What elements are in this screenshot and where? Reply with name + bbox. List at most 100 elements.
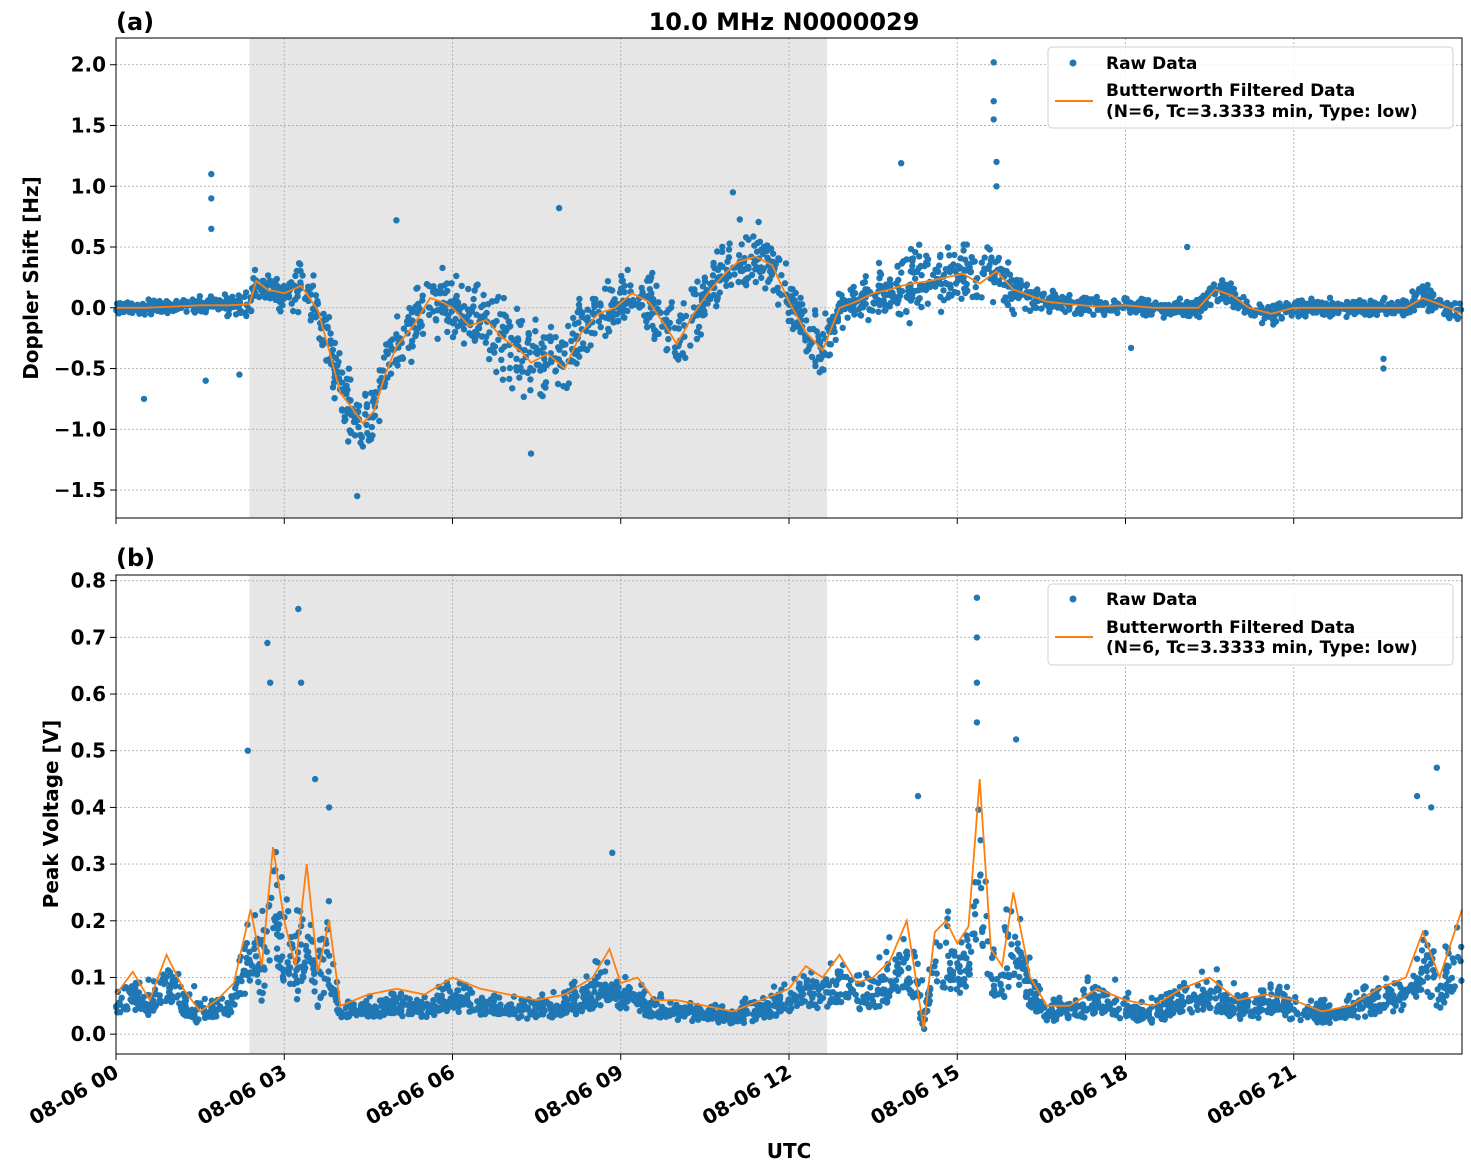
- raw-data-point: [131, 998, 138, 1005]
- raw-data-point: [827, 341, 835, 348]
- raw-data-point: [596, 300, 603, 308]
- raw-data-point: [1188, 1009, 1196, 1016]
- raw-data-point: [432, 316, 439, 323]
- raw-data-point: [1060, 1005, 1067, 1013]
- raw-data-point: [1000, 992, 1008, 1000]
- raw-data-point: [903, 949, 910, 956]
- raw-data-point: [309, 305, 317, 313]
- raw-data-point: [677, 312, 684, 319]
- raw-data-point: [1279, 1006, 1286, 1013]
- raw-data-point: [376, 1010, 383, 1017]
- raw-data-point: [947, 976, 954, 984]
- raw-data-point: [934, 268, 942, 275]
- raw-data-point: [253, 968, 261, 975]
- raw-data-point: [618, 991, 626, 998]
- raw-data-point: [1080, 987, 1087, 994]
- raw-data-point: [893, 280, 900, 287]
- raw-data-point: [581, 998, 589, 1005]
- raw-data-point: [1442, 943, 1449, 950]
- raw-data-point: [946, 959, 954, 967]
- raw-data-point: [862, 998, 869, 1006]
- raw-data-point: [563, 1009, 570, 1016]
- raw-data-point: [849, 291, 857, 298]
- raw-data-point: [964, 260, 971, 267]
- raw-data-point: [1300, 308, 1307, 315]
- raw-data-point: [643, 324, 651, 331]
- raw-data-point: [487, 1007, 495, 1015]
- raw-data-point: [418, 1013, 425, 1020]
- raw-data-point: [299, 973, 306, 980]
- raw-data-point: [556, 346, 563, 353]
- raw-data-point: [845, 994, 852, 1001]
- raw-data-point: [1140, 311, 1147, 318]
- raw-data-point: [736, 252, 743, 259]
- raw-data-point: [801, 998, 809, 1005]
- raw-data-point: [1185, 998, 1192, 1005]
- raw-data-point: [1092, 300, 1099, 307]
- raw-data-point: [410, 1007, 417, 1014]
- raw-data-point: [1433, 1002, 1440, 1009]
- raw-data-point: [466, 986, 473, 993]
- raw-data-point: [117, 1009, 124, 1016]
- raw-data-point: [978, 294, 985, 301]
- raw-data-point: [1413, 792, 1421, 800]
- raw-data-point: [229, 1000, 236, 1007]
- raw-data-point: [1321, 996, 1328, 1003]
- raw-data-point: [1295, 303, 1303, 311]
- raw-data-point: [288, 300, 295, 307]
- legend-filtered-label-a: Butterworth Filtered Data: [1106, 81, 1355, 101]
- raw-data-point: [408, 309, 416, 316]
- raw-data-point: [465, 285, 472, 293]
- raw-data-point: [643, 315, 650, 322]
- raw-data-point: [619, 305, 627, 312]
- raw-data-point: [449, 333, 457, 341]
- raw-data-point: [261, 966, 268, 973]
- raw-data-point: [693, 335, 701, 343]
- raw-data-point: [264, 272, 272, 279]
- raw-data-point: [1214, 1004, 1221, 1011]
- raw-data-point: [284, 959, 291, 966]
- raw-data-point: [285, 908, 292, 915]
- raw-data-point: [1431, 971, 1438, 979]
- raw-data-point: [329, 346, 337, 354]
- raw-data-point: [345, 438, 352, 445]
- raw-data-point: [899, 288, 906, 295]
- raw-data-point: [882, 304, 889, 311]
- raw-data-point: [231, 992, 239, 999]
- raw-data-point: [730, 1016, 737, 1024]
- raw-data-point: [1155, 1006, 1162, 1014]
- raw-data-point: [699, 283, 707, 290]
- raw-data-point: [845, 982, 853, 989]
- raw-data-point: [590, 983, 598, 990]
- raw-data-point: [675, 318, 683, 325]
- raw-data-point: [944, 244, 952, 251]
- raw-data-point: [755, 218, 762, 226]
- raw-data-point: [812, 358, 819, 365]
- raw-data-point: [1003, 965, 1011, 972]
- raw-data-point: [135, 989, 143, 996]
- raw-data-point: [1386, 302, 1393, 309]
- raw-data-point: [731, 271, 738, 278]
- raw-data-point: [240, 967, 247, 974]
- raw-data-point: [438, 1004, 445, 1012]
- raw-data-point: [781, 981, 788, 988]
- raw-data-point: [977, 837, 984, 844]
- raw-data-point: [1278, 313, 1285, 321]
- raw-data-point: [510, 1006, 517, 1013]
- raw-data-point: [575, 319, 582, 326]
- raw-data-point: [752, 278, 759, 286]
- raw-data-point: [535, 361, 542, 369]
- raw-data-point: [482, 339, 489, 346]
- raw-data-point: [892, 977, 900, 984]
- raw-data-point: [397, 1005, 404, 1012]
- raw-data-point: [1306, 301, 1314, 309]
- raw-data-point: [439, 264, 446, 272]
- raw-data-point: [581, 988, 588, 996]
- raw-data-point: [792, 304, 800, 311]
- raw-data-point: [301, 959, 309, 966]
- raw-data-point: [434, 335, 441, 342]
- y-ticks-b: 0.8 0.7 0.6 0.5 0.4 0.3 0.2 0.1 0.0: [71, 569, 116, 1046]
- raw-data-point: [822, 310, 829, 317]
- raw-data-point: [977, 884, 985, 892]
- raw-data-point: [235, 292, 242, 299]
